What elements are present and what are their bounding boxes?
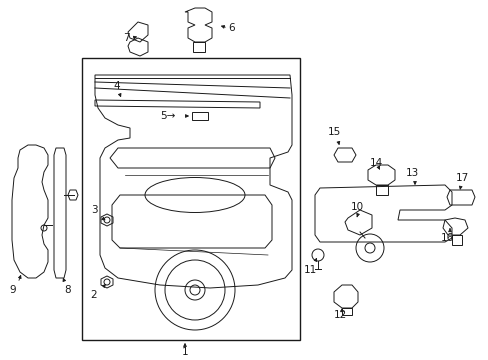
Text: 6: 6 xyxy=(228,23,235,33)
Text: 11: 11 xyxy=(303,265,316,275)
Text: 17: 17 xyxy=(454,173,468,183)
Text: 7: 7 xyxy=(122,33,129,43)
Text: 3: 3 xyxy=(90,205,97,215)
Text: 14: 14 xyxy=(368,158,382,168)
Text: 16: 16 xyxy=(440,233,453,243)
Text: 8: 8 xyxy=(64,285,71,295)
Text: 12: 12 xyxy=(333,310,346,320)
Text: 9: 9 xyxy=(10,285,16,295)
Text: 2: 2 xyxy=(90,290,97,300)
Text: 4: 4 xyxy=(113,81,120,91)
Bar xyxy=(82,58,299,340)
Text: 1: 1 xyxy=(182,347,188,357)
Text: 5→: 5→ xyxy=(160,111,175,121)
Text: 10: 10 xyxy=(350,202,363,212)
Text: 15: 15 xyxy=(326,127,340,137)
Text: 13: 13 xyxy=(405,168,418,178)
